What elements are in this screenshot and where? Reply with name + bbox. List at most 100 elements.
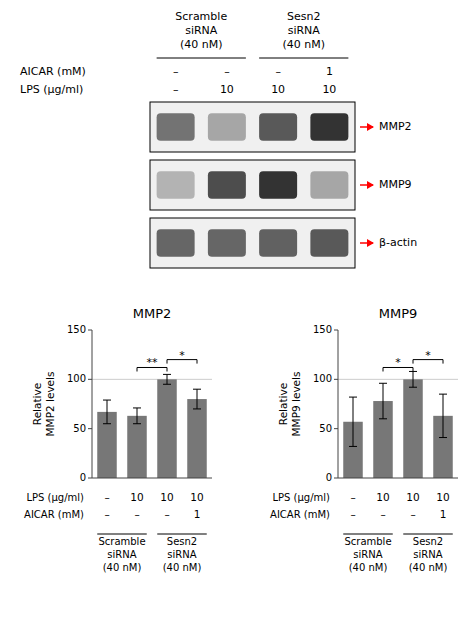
error-cap <box>439 394 447 395</box>
condition-value: – <box>134 508 139 520</box>
error-cap <box>349 446 357 447</box>
text-line: Scramble <box>175 10 227 23</box>
error-stem <box>107 400 108 424</box>
condition-value: – <box>173 83 179 96</box>
blot-box <box>150 102 355 152</box>
error-stem <box>167 374 168 384</box>
error-cap <box>193 408 201 409</box>
error-stem <box>383 383 384 419</box>
error-cap <box>439 437 447 438</box>
group-label: Sesn2siRNA(40 nM) <box>282 10 325 51</box>
y-axis-line <box>92 330 93 478</box>
group-label: Sesn2siRNA(40 nM) <box>163 536 202 573</box>
error-stem <box>197 389 198 409</box>
error-cap <box>379 418 387 419</box>
blot-band <box>259 171 297 199</box>
significance-label: * <box>395 356 401 369</box>
error-cap <box>193 389 201 390</box>
y-tick <box>334 478 338 479</box>
condition-value: – <box>104 508 109 520</box>
error-bar <box>379 383 387 419</box>
text-line: (40 nM) <box>180 38 223 51</box>
condition-value: 10 <box>376 491 389 503</box>
bar <box>187 399 207 478</box>
text-line: Relative <box>31 383 43 425</box>
condition-value: – <box>350 491 355 503</box>
condition-value: 10 <box>406 491 419 503</box>
error-cap <box>163 384 171 385</box>
plot-area <box>338 360 458 478</box>
condition-value: – <box>173 65 179 78</box>
group-line <box>259 58 348 59</box>
text-line: Sesn2 <box>167 536 197 547</box>
text-line: Scramble <box>344 536 391 547</box>
condition-label: AICAR (mM) <box>20 65 86 78</box>
text-line: (40 nM) <box>349 562 388 573</box>
text-line: siRNA <box>413 549 442 560</box>
blot-band <box>310 229 348 257</box>
condition-label: LPS (μg/ml) <box>20 83 83 96</box>
condition-label: AICAR (mM) <box>270 509 330 520</box>
blot-box <box>150 160 355 210</box>
bar <box>403 379 423 478</box>
y-tick <box>334 379 338 380</box>
y-tick <box>88 330 92 331</box>
group-line <box>97 534 147 535</box>
text-line: MMP2 levels <box>44 372 56 437</box>
text-line: (40 nM) <box>163 562 202 573</box>
condition-value: 10 <box>160 491 173 503</box>
condition-value: 10 <box>271 83 285 96</box>
group-label: ScramblesiRNA(40 nM) <box>175 10 227 51</box>
y-tick-label: 150 <box>67 324 86 335</box>
text-line: siRNA <box>288 24 321 37</box>
x-axis-line <box>92 478 212 479</box>
condition-value: 10 <box>220 83 234 96</box>
row-label: MMP2 <box>379 120 412 133</box>
y-tick <box>334 330 338 331</box>
text-line: Sesn2 <box>287 10 320 23</box>
y-tick-label: 50 <box>319 423 332 434</box>
blot-band <box>157 229 195 257</box>
text-line: siRNA <box>353 549 382 560</box>
condition-label: LPS (μg/ml) <box>272 492 330 503</box>
arrow <box>360 126 373 128</box>
group-label: Scramble siRNA (40 nM) <box>344 536 391 573</box>
error-cap <box>379 383 387 384</box>
blot-band <box>259 113 297 141</box>
text-line: Scramble <box>98 536 145 547</box>
y-tick <box>88 428 92 429</box>
error-bar <box>103 400 111 424</box>
y-tick-label: 50 <box>73 423 86 434</box>
condition-value: – <box>104 491 109 503</box>
blot-band <box>310 171 348 199</box>
bar <box>157 379 177 478</box>
blot-box <box>150 218 355 268</box>
arrow <box>360 184 373 186</box>
condition-value: 1 <box>326 65 333 78</box>
error-stem <box>413 371 414 387</box>
y-tick-label: 100 <box>67 373 86 384</box>
y-axis-label: RelativeMMP2 levels <box>31 372 56 437</box>
significance-label: ** <box>147 356 159 369</box>
text-line: Sesn2 <box>413 536 443 547</box>
condition-value: 10 <box>436 491 449 503</box>
condition-value: – <box>380 508 385 520</box>
blot-band <box>310 113 348 141</box>
y-tick <box>334 428 338 429</box>
y-tick-label: 0 <box>326 472 332 483</box>
y-tick <box>88 379 92 380</box>
plot-area <box>92 360 212 478</box>
blot-band <box>259 229 297 257</box>
error-bar <box>409 371 417 387</box>
condition-value: 10 <box>190 491 203 503</box>
group-line <box>403 534 453 535</box>
condition-value: 1 <box>194 508 201 520</box>
condition-value: – <box>410 508 415 520</box>
text-line: siRNA <box>107 549 136 560</box>
significance-label: * <box>179 349 185 362</box>
condition-label: LPS (μg/ml) <box>26 492 84 503</box>
condition-value: 10 <box>322 83 336 96</box>
reference-line <box>92 379 212 380</box>
error-cap <box>409 387 417 388</box>
group-label: Sesn2siRNA(40 nM) <box>409 536 448 573</box>
